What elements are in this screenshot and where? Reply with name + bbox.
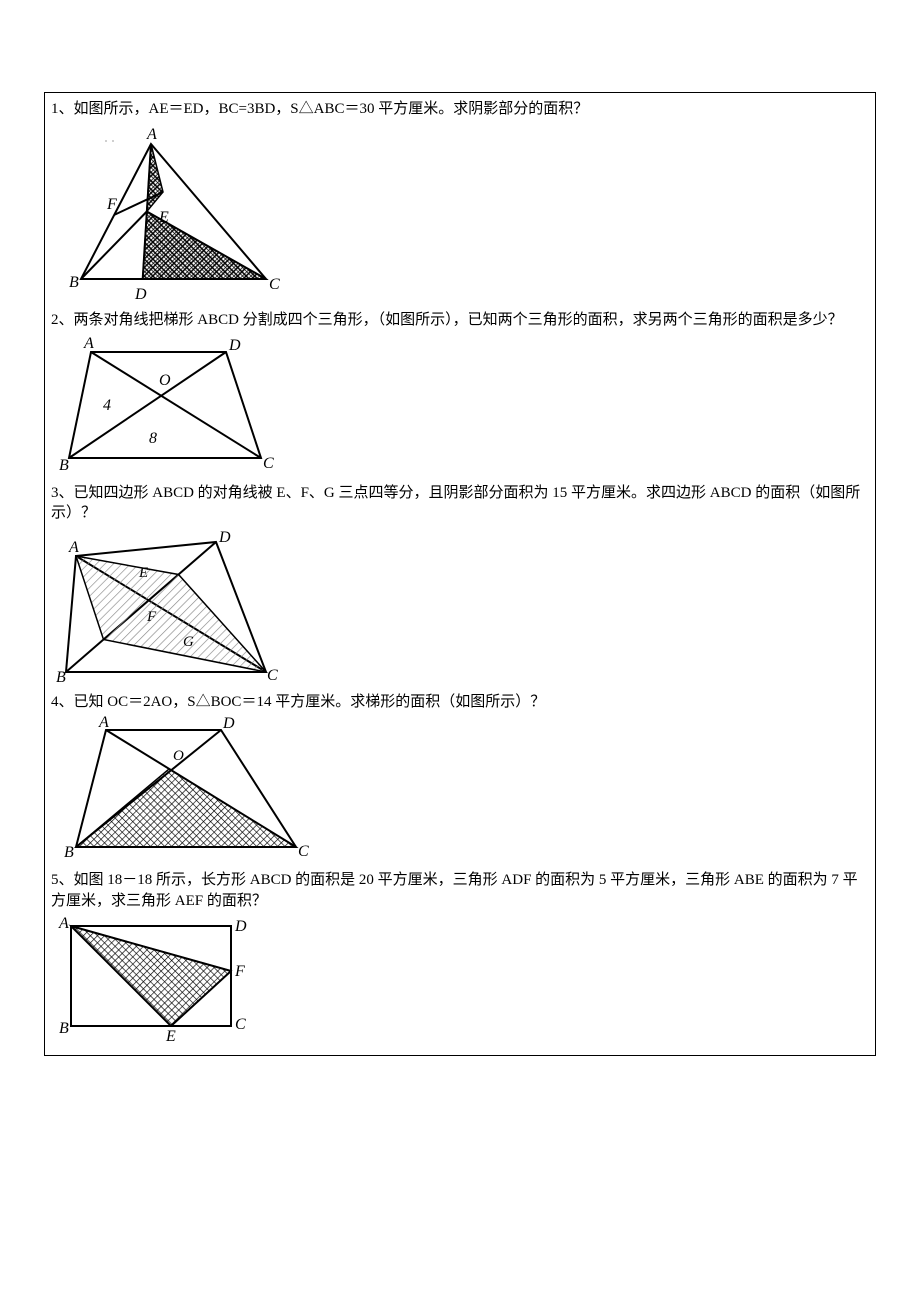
label-F: F [234,963,245,980]
page: 1、如图所示，AE＝ED，BC=3BD，S△ABC＝30 平方厘米。求阴影部分的… [0,0,920,1302]
label-B: B [59,1020,69,1037]
problem-4-text: 4、已知 OC＝2AO，S△BOC＝14 平方厘米。求梯形的面积（如图所示）？ [51,692,869,712]
label-C: C [298,843,309,860]
problem-1-text: 1、如图所示，AE＝ED，BC=3BD，S△ABC＝30 平方厘米。求阴影部分的… [51,99,869,119]
problem-4-figure: A D B C O [51,712,869,868]
problem-1-figure: A B C D E F [51,119,869,307]
label-E: E [158,209,169,226]
label-D: D [234,918,247,935]
label-A: A [98,714,109,731]
label-A: A [146,126,157,143]
problem-3: 3、已知四边形 ABCD 的对角线被 E、F、G 三点四等分，且阴影部分面积为 … [51,483,869,690]
label-B: B [69,274,79,291]
label-D: D [134,286,147,301]
label-D: D [218,529,231,546]
label-O: O [173,748,184,764]
problem-5-figure: A D C B E F [51,911,869,1047]
label-F: F [106,196,117,213]
problem-3-text: 3、已知四边形 ABCD 的对角线被 E、F、G 三点四等分，且阴影部分面积为 … [51,483,869,524]
label-B: B [56,669,66,684]
problem-2: 2、两条对角线把梯形 ABCD 分割成四个三角形，（如图所示），已知两个三角形的… [51,310,869,482]
label-C: C [269,276,280,293]
problem-2-figure: A D B C O 4 8 [51,330,869,481]
problem-5-text: 5、如图 18－18 所示，长方形 ABCD 的面积是 20 平方厘米，三角形 … [51,870,869,911]
label-B: B [64,844,74,861]
label-G: G [183,634,194,650]
label-O: O [159,372,171,389]
label-F: F [146,609,157,625]
problem-4: 4、已知 OC＝2AO，S△BOC＝14 平方厘米。求梯形的面积（如图所示）？ [51,692,869,869]
label-4: 4 [103,397,111,414]
label-8: 8 [149,430,157,447]
label-D: D [222,715,235,732]
content-box: 1、如图所示，AE＝ED，BC=3BD，S△ABC＝30 平方厘米。求阴影部分的… [44,92,876,1056]
label-C: C [235,1016,246,1033]
problem-3-figure: A D B C E F G [51,524,869,690]
label-A: A [68,539,79,556]
problem-1: 1、如图所示，AE＝ED，BC=3BD，S△ABC＝30 平方厘米。求阴影部分的… [51,99,869,308]
label-E: E [138,565,148,581]
label-A: A [58,915,69,932]
label-A: A [83,335,94,352]
label-D: D [228,337,241,354]
problem-5: 5、如图 18－18 所示，长方形 ABCD 的面积是 20 平方厘米，三角形 … [51,870,869,1047]
label-C: C [263,455,274,472]
label-B: B [59,457,69,474]
label-E: E [165,1028,176,1041]
problem-2-text: 2、两条对角线把梯形 ABCD 分割成四个三角形，（如图所示），已知两个三角形的… [51,310,869,330]
label-C: C [267,667,278,684]
